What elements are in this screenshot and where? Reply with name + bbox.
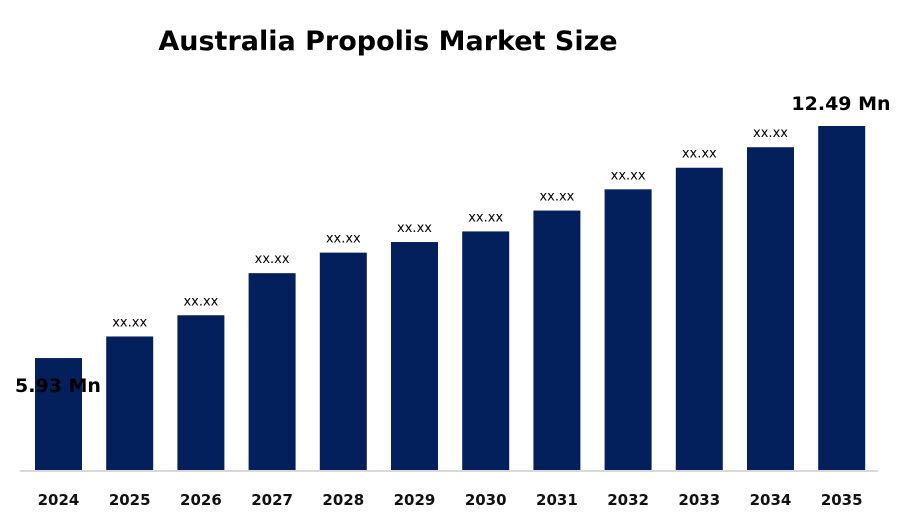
x-tick-label: 2026 [180, 491, 222, 509]
data-label: xx.xx [611, 168, 646, 183]
x-tick-label: 2029 [394, 491, 436, 509]
x-tick-label: 2024 [38, 491, 80, 509]
data-label: xx.xx [682, 147, 717, 162]
bar-2035 [818, 126, 866, 471]
bar-2033 [675, 167, 723, 471]
data-label: 12.49 Mn [791, 93, 890, 115]
x-tick-label: 2027 [251, 491, 293, 509]
x-tick-label: 2035 [821, 491, 863, 509]
bar-2031 [533, 210, 581, 471]
bar-2028 [319, 252, 367, 471]
data-label: xx.xx [468, 210, 503, 225]
data-label: xx.xx [255, 252, 290, 267]
bar-2034 [747, 147, 794, 471]
data-label: xx.xx [397, 221, 432, 236]
chart-title: Australia Propolis Market Size [158, 26, 617, 57]
bar-2027 [248, 273, 296, 471]
data-label: xx.xx [183, 294, 218, 309]
data-label: xx.xx [539, 190, 574, 205]
bar-2030 [462, 231, 510, 471]
bar-2026 [177, 315, 225, 471]
x-tick-label: 2034 [750, 491, 792, 509]
x-tick-label: 2028 [322, 491, 364, 509]
x-tick-label: 2033 [678, 491, 720, 509]
data-label: xx.xx [753, 126, 788, 141]
x-tick-label: 2031 [536, 491, 578, 509]
bar-2024 [35, 358, 82, 471]
bar-2025 [106, 336, 154, 471]
data-label: xx.xx [326, 232, 361, 247]
data-label: 5.93 Mn [15, 375, 101, 397]
x-tick-label: 2030 [465, 491, 507, 509]
x-tick-label: 2032 [607, 491, 649, 509]
data-label: xx.xx [112, 315, 147, 330]
bar-2032 [604, 189, 652, 472]
bar-2029 [391, 242, 438, 471]
x-tick-label: 2025 [109, 491, 151, 509]
